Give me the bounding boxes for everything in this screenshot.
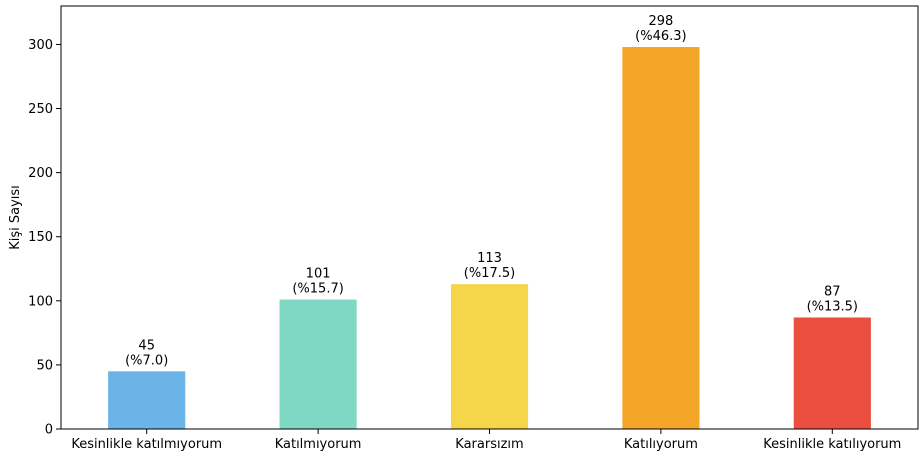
- plot-frame: [60, 5, 919, 430]
- x-tick-label-2: Kararsızım: [455, 437, 523, 452]
- bar-0: [108, 371, 186, 429]
- percent-label-0: (%7.0): [125, 353, 168, 368]
- y-tick-label-0: 0: [45, 423, 53, 438]
- y-axis-title: Kişi Sayısı: [8, 185, 23, 250]
- percent-label-1: (%15.7): [292, 282, 343, 297]
- y-tick-label-2: 100: [28, 294, 53, 309]
- value-label-0: 45: [138, 338, 155, 353]
- bar-3: [622, 47, 700, 429]
- x-tick-label-3: Katılıyorum: [624, 437, 698, 452]
- percent-label-4: (%13.5): [807, 299, 858, 314]
- y-tick-label-3: 150: [28, 230, 53, 245]
- x-tick-label-4: Kesinlikle katılıyorum: [763, 437, 901, 452]
- y-axis: 0 50 100 150 200 250 300: [28, 38, 61, 438]
- value-label-2: 113: [477, 251, 502, 266]
- bar-4: [793, 317, 871, 429]
- value-label-1: 101: [306, 267, 331, 282]
- x-tick-label-1: Katılmıyorum: [275, 437, 362, 452]
- y-tick-label-1: 50: [36, 358, 53, 373]
- x-tick-label-0: Kesinlikle katılmıyorum: [71, 437, 222, 452]
- percent-label-2: (%17.5): [464, 266, 515, 281]
- bars-group: [108, 47, 871, 429]
- bar-2: [450, 284, 529, 429]
- percent-label-3: (%46.3): [635, 29, 686, 44]
- data-labels-group: 45(%7.0) 101(%15.7) 113(%17.5) 298(%46.3) 87…: [125, 14, 858, 368]
- y-tick-label-4: 200: [28, 166, 53, 181]
- value-label-4: 87: [824, 284, 841, 299]
- bar-1: [279, 299, 357, 429]
- y-tick-label-5: 250: [28, 102, 53, 117]
- x-axis: Kesinlikle katılmıyorum Katılmıyorum Karar…: [71, 429, 901, 452]
- y-tick-label-6: 300: [28, 38, 53, 53]
- value-label-3: 298: [648, 14, 673, 29]
